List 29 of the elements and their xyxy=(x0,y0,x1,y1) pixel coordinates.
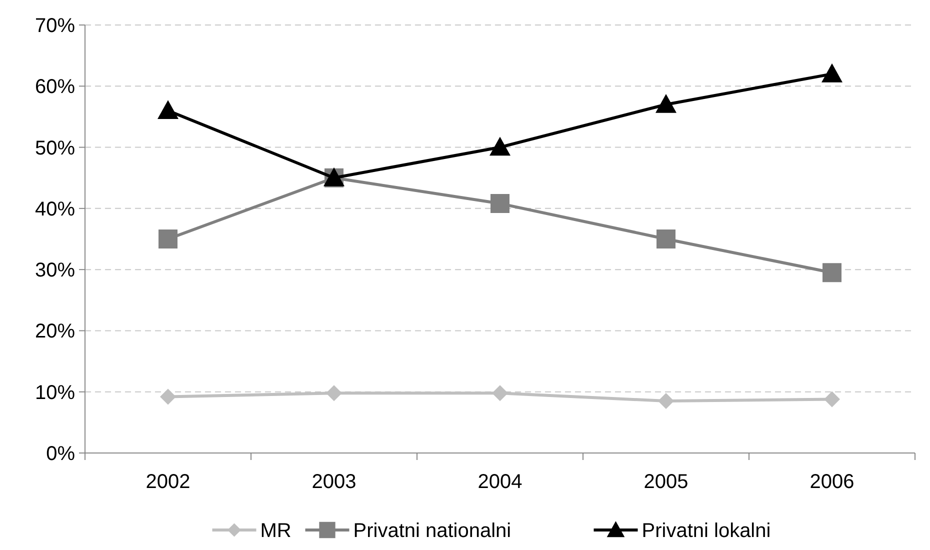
point xyxy=(490,136,510,156)
point xyxy=(492,385,508,402)
point xyxy=(490,194,510,214)
x-tick-label: 2006 xyxy=(810,471,854,493)
legend-label: Privatni nationalni xyxy=(353,520,512,542)
y-tick-label: 60% xyxy=(34,76,76,98)
y-tick-label: 50% xyxy=(34,137,76,160)
legend-label: Privatni lokalni xyxy=(642,520,771,542)
point xyxy=(160,388,176,405)
point xyxy=(822,63,842,82)
y-tick-label: 30% xyxy=(34,260,76,282)
legend-label: MR xyxy=(260,520,292,542)
y-tick-label: 0% xyxy=(46,443,76,465)
y-tick-label: 20% xyxy=(34,320,76,343)
y-tick-label: 10% xyxy=(34,382,76,404)
x-tick-label: 2005 xyxy=(644,471,688,493)
point xyxy=(658,393,674,410)
point xyxy=(326,385,342,402)
point xyxy=(824,391,840,408)
x-tick-label: 2002 xyxy=(146,471,190,493)
point xyxy=(158,100,178,119)
y-tick-label: 40% xyxy=(34,198,76,220)
point xyxy=(656,230,676,248)
x-tick-label: 2003 xyxy=(312,471,356,493)
point xyxy=(158,230,178,248)
point xyxy=(822,263,842,282)
point xyxy=(656,94,676,113)
y-tick-label: 70% xyxy=(34,15,76,37)
x-tick-label: 2004 xyxy=(478,471,522,493)
